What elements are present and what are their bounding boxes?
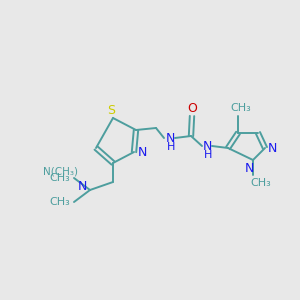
Text: H: H [204,150,212,160]
Text: O: O [187,101,197,115]
Text: N: N [165,131,175,145]
Text: CH₃: CH₃ [50,197,70,207]
Text: N(CH₃): N(CH₃) [43,166,77,176]
Text: CH₃: CH₃ [50,173,70,183]
Text: N: N [267,142,277,154]
Text: N: N [137,146,147,158]
Text: CH₃: CH₃ [250,178,272,188]
Text: N: N [244,161,254,175]
Text: S: S [107,104,115,118]
Text: N: N [202,140,212,152]
Text: N: N [77,181,87,194]
Text: H: H [167,142,175,152]
Text: CH₃: CH₃ [231,103,251,113]
